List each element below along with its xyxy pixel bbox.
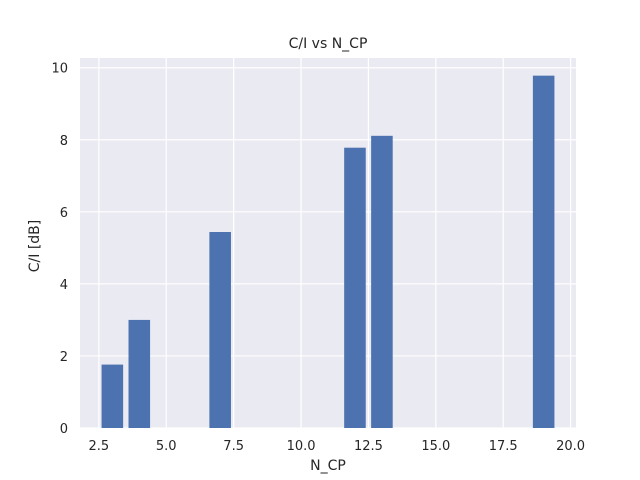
y-tick-label: 8 xyxy=(60,134,68,149)
plot-area xyxy=(80,58,576,428)
bar xyxy=(128,319,151,428)
y-tick-label: 10 xyxy=(51,62,68,77)
x-tick-label: 2.5 xyxy=(89,439,110,454)
bar xyxy=(101,364,124,428)
y-tick-label: 0 xyxy=(60,422,68,437)
x-tick-label: 10.0 xyxy=(287,439,316,454)
bars xyxy=(101,75,555,429)
x-tick-labels: 2.5 5.0 7.5 10.0 12.5 15.0 17.5 20.0 xyxy=(89,439,586,454)
y-tick-label: 2 xyxy=(60,350,68,365)
x-tick-label: 12.5 xyxy=(354,439,383,454)
x-axis-label: N_CP xyxy=(310,458,346,474)
x-gridlines xyxy=(98,58,572,428)
bar xyxy=(371,135,393,428)
y-tick-label: 4 xyxy=(60,278,68,293)
y-gridlines xyxy=(80,67,576,429)
x-tick-label: 17.5 xyxy=(489,439,518,454)
x-tick-label: 15.0 xyxy=(421,439,450,454)
y-tick-label: 6 xyxy=(60,206,68,221)
x-tick-label: 20.0 xyxy=(556,439,585,454)
bar xyxy=(532,75,555,429)
y-axis-label: C/I [dB] xyxy=(27,220,43,273)
x-tick-label: 7.5 xyxy=(223,439,244,454)
bar xyxy=(209,232,231,428)
y-tick-labels: 0 2 4 6 8 10 xyxy=(51,62,68,437)
bar xyxy=(344,147,366,428)
chart-title: C/I vs N_CP xyxy=(289,36,368,52)
x-tick-label: 5.0 xyxy=(156,439,177,454)
